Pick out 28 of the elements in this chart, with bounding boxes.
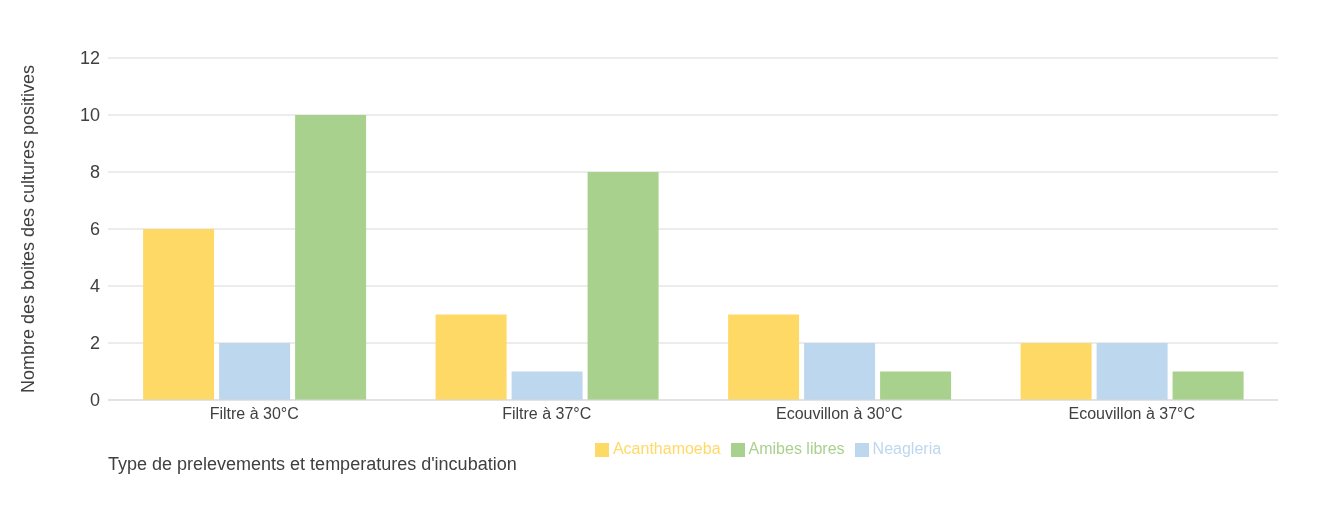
bar bbox=[728, 314, 800, 400]
x-tick-label: Filtre à 30°C bbox=[209, 405, 299, 423]
y-tick-label: 4 bbox=[89, 276, 100, 297]
legend-label: Neagleria bbox=[872, 440, 942, 457]
bar bbox=[511, 371, 583, 400]
bar bbox=[1172, 371, 1244, 400]
bar bbox=[804, 343, 876, 400]
bar bbox=[1096, 343, 1168, 400]
bar bbox=[219, 343, 291, 400]
bar bbox=[587, 172, 659, 400]
y-tick-label: 6 bbox=[89, 219, 100, 240]
y-tick-label: 2 bbox=[89, 333, 100, 354]
bar bbox=[435, 314, 507, 400]
x-tick-label: Ecouvillon à 37°C bbox=[1068, 405, 1195, 423]
x-tick-label: Ecouvillon à 30°C bbox=[776, 405, 903, 423]
y-tick-label: 10 bbox=[79, 105, 100, 126]
y-tick-label: 0 bbox=[89, 390, 100, 411]
y-tick-label: 12 bbox=[79, 48, 100, 69]
bar bbox=[295, 115, 367, 400]
bar bbox=[143, 229, 215, 400]
x-tick-label: Filtre à 37°C bbox=[502, 405, 592, 423]
legend-label: Acanthamoeba bbox=[612, 440, 721, 457]
legend-label: Amibes libres bbox=[748, 440, 845, 457]
bar bbox=[1020, 343, 1092, 400]
y-tick-label: 8 bbox=[89, 162, 100, 183]
y-axis-title: Nombre des boites des cultures positives bbox=[18, 64, 39, 394]
x-axis-title: Type de prelevements et temperatures d'incubation bbox=[108, 454, 517, 474]
bar bbox=[880, 371, 952, 400]
